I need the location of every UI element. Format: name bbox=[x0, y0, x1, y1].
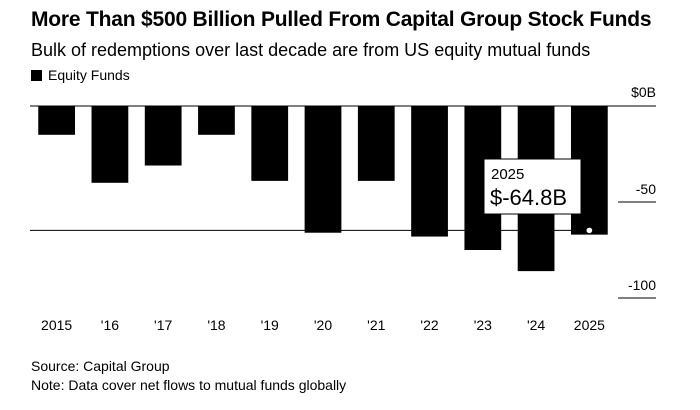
x-tick-label: '22 bbox=[420, 317, 438, 333]
bar bbox=[198, 106, 235, 135]
annotation-year: 2025 bbox=[491, 166, 524, 183]
legend: Equity Funds bbox=[31, 67, 130, 83]
x-tick-label: '23 bbox=[474, 317, 492, 333]
x-tick-label: '17 bbox=[154, 317, 172, 333]
bar bbox=[91, 106, 129, 183]
bar bbox=[304, 106, 342, 233]
legend-swatch bbox=[31, 69, 42, 81]
x-tick-label: '19 bbox=[261, 317, 279, 333]
chart-title: More Than $500 Billion Pulled From Capit… bbox=[31, 8, 652, 31]
y-tick-label: $0B bbox=[631, 84, 656, 100]
x-tick-label: '16 bbox=[101, 317, 119, 333]
bar bbox=[251, 106, 289, 181]
x-tick-label: '21 bbox=[367, 317, 385, 333]
x-tick-label: '18 bbox=[207, 317, 225, 333]
annotation-marker bbox=[585, 226, 594, 235]
legend-label: Equity Funds bbox=[48, 67, 130, 83]
bar bbox=[38, 106, 76, 135]
x-tick-label: 2015 bbox=[41, 317, 72, 333]
bar bbox=[144, 106, 182, 166]
bar bbox=[357, 106, 395, 181]
bar bbox=[411, 106, 448, 237]
x-tick-label: 2025 bbox=[574, 317, 605, 333]
source-note: Source: Capital Group bbox=[31, 358, 170, 374]
x-tick-label: '20 bbox=[314, 317, 332, 333]
annotation-box bbox=[483, 158, 582, 215]
y-tick-label: -100 bbox=[628, 277, 656, 293]
y-tick-label: -50 bbox=[636, 181, 656, 197]
chart-subtitle: Bulk of redemptions over last decade are… bbox=[31, 40, 591, 60]
annotation-value: $-64.8B bbox=[490, 185, 567, 210]
x-tick-label: '24 bbox=[527, 317, 545, 333]
footnote: Note: Data cover net flows to mutual fun… bbox=[31, 377, 347, 393]
